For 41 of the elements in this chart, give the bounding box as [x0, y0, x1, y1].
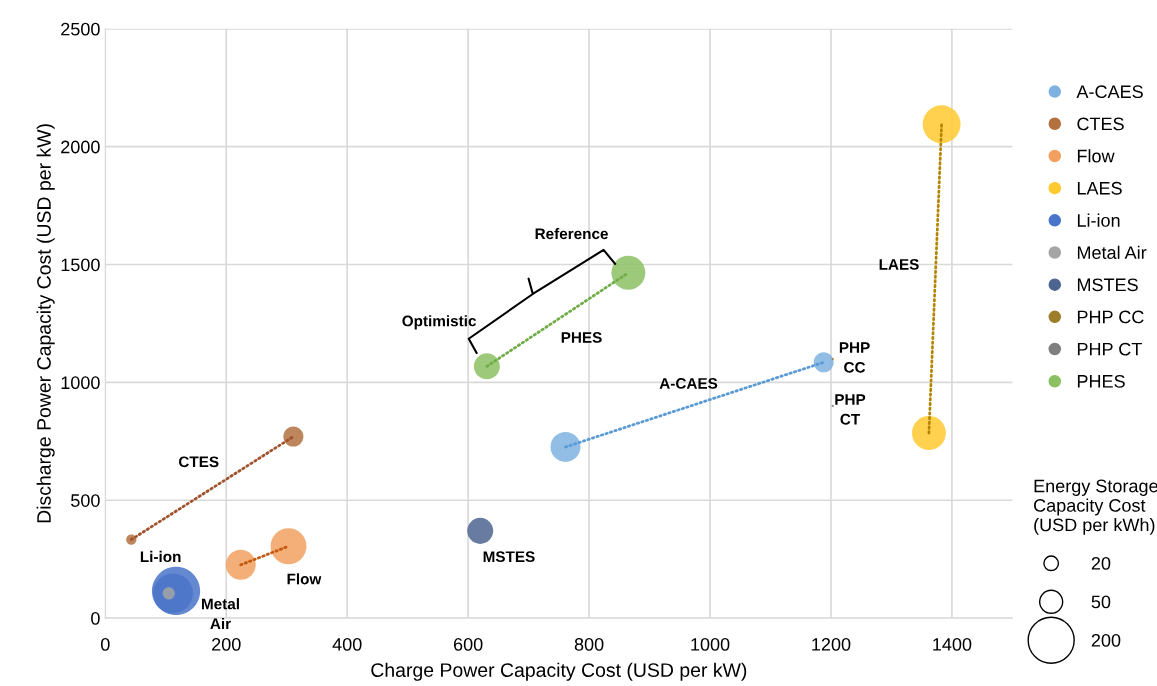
annotation: MSTES	[483, 551, 535, 563]
annotation: PHP CT	[835, 394, 866, 425]
legend-label: Metal Air	[1077, 245, 1147, 259]
x-tick-label: 1000	[691, 638, 730, 651]
annotation: Flow	[287, 573, 322, 585]
x-tick-label: 400	[332, 638, 362, 651]
x-axis-title: Charge Power Capacity Cost (USD per kW)	[371, 662, 747, 681]
annotation: PHP CC	[839, 342, 870, 373]
y-axis-title: Discharge Power Capacity Cost (USD per kW)	[36, 124, 55, 523]
x-tick-label: 0	[100, 638, 110, 651]
legend-label: 20	[1091, 556, 1111, 570]
legend-label: PHP CC	[1077, 310, 1144, 324]
legend-label: Flow	[1077, 149, 1115, 163]
annotation: PHES	[561, 332, 602, 343]
legend-label: A-CAES	[1076, 85, 1143, 99]
annotation: Optimistic	[402, 315, 476, 330]
annotation: CTES	[178, 456, 219, 468]
annotation: Metal Air	[201, 598, 239, 629]
annotation: A-CAES	[659, 378, 718, 389]
legend-label: PHP CT	[1077, 342, 1142, 356]
y-tick-label: 0	[91, 612, 100, 625]
x-tick-label: 800	[574, 638, 604, 651]
legend-label: 50	[1091, 595, 1111, 609]
legend-label: LAES	[1077, 181, 1122, 195]
legend-label: Li-ion	[1077, 213, 1120, 227]
y-tick-label: 2000	[61, 140, 100, 154]
legend-label: CTES	[1077, 117, 1124, 131]
y-tick-label: 1000	[61, 376, 100, 390]
y-tick-label: 1500	[61, 258, 100, 272]
y-tick-label: 2500	[61, 22, 100, 36]
annotation: LAES	[879, 258, 919, 270]
x-tick-label: 1400	[933, 638, 972, 651]
legend-label: PHES	[1077, 374, 1125, 388]
x-tick-label: 600	[453, 638, 483, 651]
y-tick-label: 500	[71, 494, 100, 507]
legend-label: MSTES	[1077, 278, 1138, 292]
annotation: Li-ion	[140, 550, 181, 563]
x-tick-label: 200	[212, 638, 241, 651]
x-tick-label: 1200	[812, 638, 851, 651]
annotation: Reference	[535, 227, 608, 240]
legend-title: Energy Storage Capacity Cost (USD per kWh)	[1034, 479, 1157, 535]
